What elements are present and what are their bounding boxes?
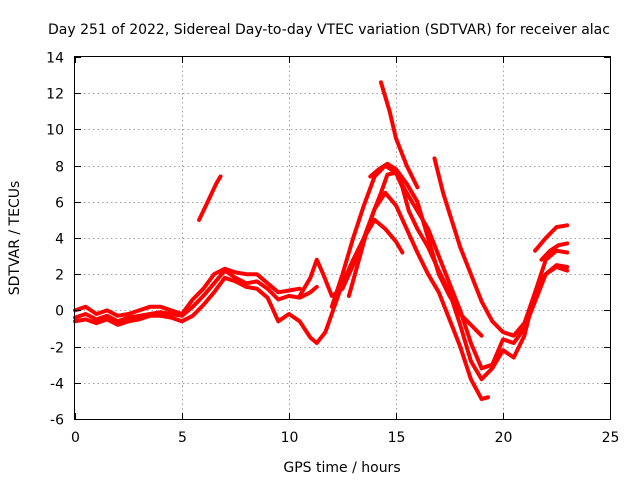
y-axis-label: SDTVAR / TECUs <box>7 181 23 296</box>
series-arc-1 <box>73 268 319 324</box>
series-arc-12 <box>539 241 570 262</box>
y-tick-label: 12 <box>46 87 64 103</box>
y-tick-label: 14 <box>46 51 64 67</box>
y-tick-label: -6 <box>50 413 64 429</box>
x-tick-label: 5 <box>178 430 187 446</box>
series-arc-7 <box>346 190 490 402</box>
axis-ticks: 0 5 10 15 20 25 -6 -4 -2 0 2 4 6 8 10 12 14 <box>46 51 619 447</box>
y-tick-label: 2 <box>55 268 64 284</box>
y-tick-label: 8 <box>55 160 64 176</box>
x-tick-label: 20 <box>495 430 513 446</box>
series-arc-11 <box>533 223 570 253</box>
series-arc-2 <box>73 217 405 345</box>
x-tick-label: 10 <box>281 430 299 446</box>
y-tick-label: 4 <box>55 232 64 248</box>
y-tick-label: -2 <box>50 341 64 357</box>
y-tick-label: -4 <box>50 377 64 393</box>
y-tick-label: 6 <box>55 196 64 212</box>
series-layer <box>73 80 570 402</box>
chart-title: Day 251 of 2022, Sidereal Day-to-day VTE… <box>48 22 610 38</box>
x-axis-label: GPS time / hours <box>283 460 400 476</box>
x-tick-label: 25 <box>602 430 620 446</box>
series-arc-3 <box>73 266 302 318</box>
series-arc-9 <box>379 80 420 190</box>
y-tick-label: 10 <box>46 123 64 139</box>
series-arc-5 <box>297 170 570 371</box>
series-arc-10 <box>432 156 570 338</box>
series-arc-4 <box>197 174 223 222</box>
series-arc-8 <box>368 161 484 338</box>
plot-frame <box>74 56 611 420</box>
y-tick-label: 0 <box>55 304 64 320</box>
x-tick-label: 0 <box>71 430 80 446</box>
grid-lines <box>75 57 610 419</box>
x-tick-label: 15 <box>388 430 406 446</box>
